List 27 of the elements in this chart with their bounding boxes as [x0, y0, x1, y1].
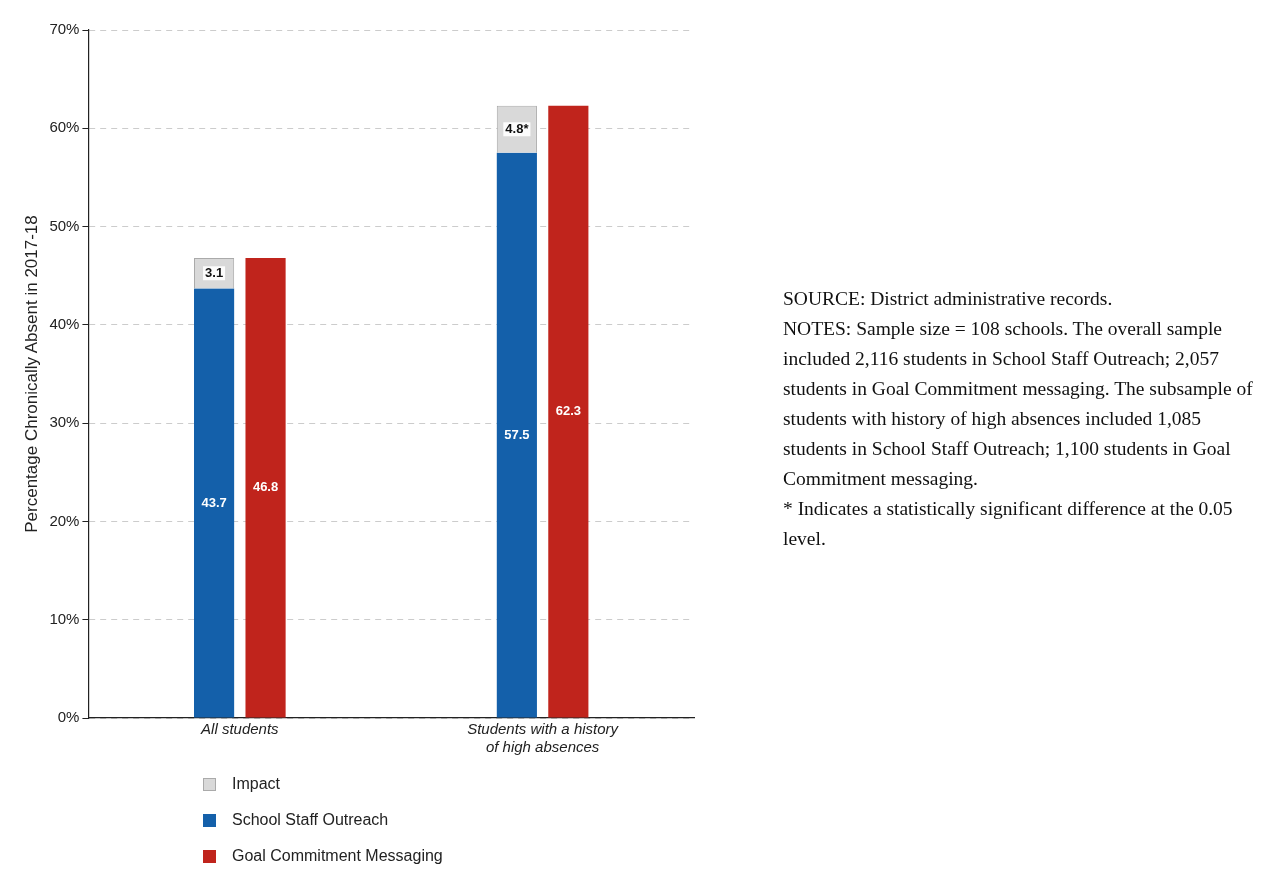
data-label: 3.1 — [205, 264, 224, 280]
y-tick-label: 0% — [57, 708, 80, 726]
legend-label: School Staff Outreach — [232, 811, 389, 829]
y-tick-label: 30% — [49, 413, 80, 431]
x-tick-label: Students with a history of high absences — [467, 720, 620, 756]
y-axis-title: Percentage Chronically Absent in 2017-18 — [21, 215, 41, 533]
data-label: 46.8 — [252, 479, 279, 495]
y-tick-label: 20% — [49, 511, 80, 529]
y-tick-label: 60% — [49, 118, 80, 136]
data-label: 57.5 — [504, 426, 530, 442]
y-tick-label: 50% — [49, 216, 80, 234]
text: NOTES: Sample size = 108 schools. The overall sample included 2,116 students in School Staff Outreach; 2,057 students in Goal Commitment messaging. The subsample of students with history of high absences included 1,085 students in School Staff Outreach; 1,100 students in Goal Commitment messaging. — [783, 317, 1254, 491]
bar — [548, 105, 589, 718]
y-tick-label: 70% — [49, 20, 80, 38]
data-label: 43.7 — [201, 494, 227, 510]
data-label: 62.3 — [555, 403, 581, 419]
legend-label: Impact — [232, 775, 281, 793]
text: * Indicates a statistically significant difference at the 0.05 level. — [783, 497, 1234, 551]
legend-label: Goal Commitment Messaging — [232, 847, 443, 865]
bar — [245, 258, 286, 718]
data-label: 4.8* — [505, 120, 530, 136]
x-tick-label: All students — [200, 720, 280, 738]
source-note: SOURCE: District administrative records. — [783, 287, 1114, 311]
y-tick-label: 40% — [49, 315, 80, 332]
bar — [194, 288, 235, 718]
y-tick-label: 10% — [49, 609, 80, 627]
bar — [496, 152, 537, 718]
